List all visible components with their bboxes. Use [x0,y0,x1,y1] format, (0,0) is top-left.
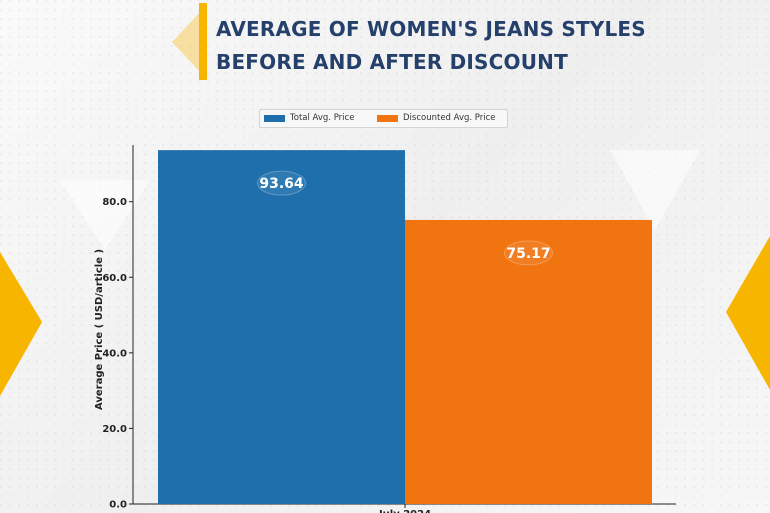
bar-total [158,150,405,504]
title-line-2: BEFORE AND AFTER DISCOUNT [216,50,568,74]
right-diamond-decoration [726,236,770,390]
title-accent-bar [199,3,207,80]
left-diamond-decoration [0,252,42,396]
faint-triangle-decoration [60,180,150,250]
data-label-discounted: 75.17 [506,246,550,262]
data-label-badge [257,170,306,196]
faint-triangle-decoration [610,150,700,230]
legend-item-discounted: Discounted Avg. Price [377,113,496,123]
data-label-badge [504,240,553,266]
legend-label-total: Total Avg. Price [290,113,355,123]
x-tick-label: July 2024 [378,509,431,513]
legend-item-total: Total Avg. Price [264,113,354,123]
y-axis-label: Average Price ( USD/article ) [94,249,105,410]
legend-swatch-discounted [377,114,398,122]
data-label-total: 93.64 [259,176,304,192]
y-tick-label: 80.0 [102,197,127,208]
bar-discounted [405,219,652,504]
title-line-1: AVERAGE OF WOMEN'S JEANS STYLES [216,17,646,41]
y-tick-label: 40.0 [102,348,127,359]
title-chevron-decoration [172,12,200,72]
chart-title: AVERAGE OF WOMEN'S JEANS STYLES BEFORE A… [216,13,646,79]
legend: Total Avg. Price Discounted Avg. Price [259,109,508,128]
y-tick-label: 0.0 [109,500,127,511]
y-tick-label: 60.0 [102,273,127,284]
legend-swatch-total [264,114,285,122]
legend-label-discounted: Discounted Avg. Price [403,113,496,123]
y-tick-label: 20.0 [102,424,127,435]
